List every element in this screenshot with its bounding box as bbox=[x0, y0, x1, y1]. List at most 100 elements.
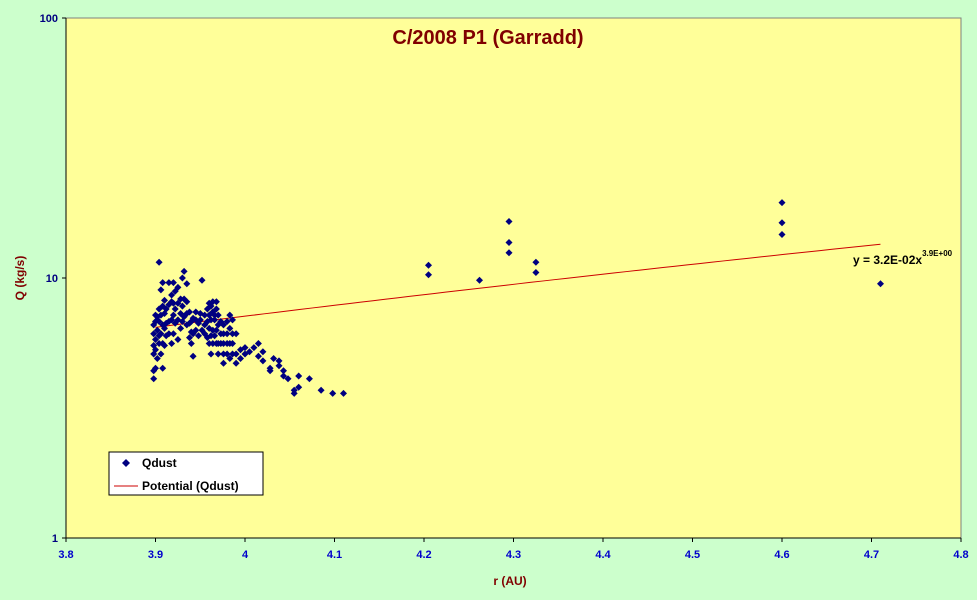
data-point bbox=[241, 344, 249, 352]
data-point bbox=[232, 330, 240, 338]
x-tick-label: 4.4 bbox=[595, 549, 611, 561]
x-tick-label: 4 bbox=[242, 549, 249, 561]
data-point bbox=[532, 269, 540, 276]
legend-marker-qdust bbox=[122, 459, 130, 467]
data-point bbox=[211, 311, 219, 319]
data-point bbox=[186, 308, 193, 316]
x-tick-label: 4.1 bbox=[327, 549, 342, 561]
trendline-equation: y = 3.2E-02x3.9E+00 bbox=[853, 249, 953, 267]
data-point bbox=[192, 326, 200, 334]
data-point bbox=[161, 296, 168, 304]
data-point bbox=[152, 364, 159, 372]
data-point bbox=[211, 332, 219, 340]
data-point bbox=[229, 316, 236, 324]
data-point bbox=[207, 350, 215, 358]
data-point bbox=[250, 344, 258, 352]
data-point bbox=[505, 239, 513, 246]
data-point bbox=[209, 340, 217, 347]
data-point bbox=[169, 311, 177, 319]
data-point bbox=[425, 271, 432, 279]
x-axis-ticks: 3.8 3.9 4 4.1 4.2 4.3 4.4 4.5 4.6 4.7 4.8 bbox=[58, 538, 969, 561]
data-point bbox=[189, 352, 197, 360]
data-point bbox=[220, 340, 227, 347]
x-tick-label: 4.8 bbox=[953, 549, 968, 561]
data-point bbox=[212, 305, 220, 313]
x-tick-label: 3.8 bbox=[58, 549, 73, 561]
data-point bbox=[290, 386, 298, 394]
data-point bbox=[259, 357, 267, 365]
data-point bbox=[246, 348, 253, 356]
legend-label-potential: Potential (Qdust) bbox=[142, 479, 239, 493]
data-point bbox=[177, 324, 185, 332]
data-point bbox=[223, 318, 231, 325]
y-axis-ticks: 1 10 100 bbox=[40, 13, 66, 545]
x-tick-label: 4.7 bbox=[864, 549, 879, 561]
data-point bbox=[275, 357, 283, 365]
data-point bbox=[152, 336, 159, 343]
data-point bbox=[207, 332, 215, 340]
data-point bbox=[229, 330, 236, 338]
y-tick-label: 10 bbox=[46, 273, 58, 285]
data-point bbox=[157, 330, 165, 338]
data-point bbox=[425, 261, 432, 269]
trendline-layer bbox=[155, 243, 881, 328]
data-point bbox=[159, 364, 167, 372]
data-point bbox=[153, 326, 161, 334]
data-point bbox=[209, 326, 217, 334]
data-point bbox=[232, 359, 240, 367]
data-point bbox=[259, 348, 267, 356]
data-point bbox=[212, 298, 220, 306]
data-point bbox=[305, 375, 313, 383]
data-point bbox=[180, 267, 188, 275]
data-point bbox=[214, 350, 222, 358]
y-tick-label: 100 bbox=[40, 13, 58, 25]
data-point bbox=[186, 334, 193, 342]
legend: Qdust Potential (Qdust) bbox=[108, 451, 264, 496]
data-point bbox=[226, 324, 234, 332]
data-point bbox=[254, 340, 262, 347]
data-point bbox=[157, 350, 165, 358]
equation-exponent: 3.9E+00 bbox=[922, 249, 953, 258]
data-point bbox=[476, 276, 483, 284]
data-point bbox=[778, 199, 786, 207]
data-point bbox=[150, 375, 158, 383]
data-point bbox=[162, 305, 170, 313]
data-point bbox=[226, 311, 234, 319]
data-point bbox=[229, 340, 236, 347]
data-point bbox=[165, 279, 173, 287]
data-point bbox=[284, 375, 292, 383]
data-point bbox=[220, 330, 227, 338]
data-point bbox=[159, 279, 167, 287]
data-point bbox=[237, 355, 244, 362]
data-point bbox=[150, 330, 158, 338]
data-point bbox=[169, 279, 177, 287]
data-point bbox=[155, 340, 163, 347]
data-point bbox=[232, 350, 240, 358]
data-point bbox=[226, 355, 234, 362]
plot-area bbox=[65, 17, 962, 539]
x-tick-label: 3.9 bbox=[148, 549, 163, 561]
data-point bbox=[280, 372, 287, 380]
data-point bbox=[329, 389, 337, 397]
legend-label-qdust: Qdust bbox=[142, 456, 177, 470]
data-point bbox=[183, 280, 191, 288]
x-tick-label: 4.6 bbox=[774, 549, 789, 561]
data-point bbox=[178, 274, 186, 282]
data-point bbox=[254, 352, 262, 360]
data-point bbox=[187, 340, 195, 347]
data-point bbox=[195, 332, 202, 340]
data-point bbox=[220, 359, 227, 367]
data-point bbox=[196, 316, 204, 324]
data-point bbox=[340, 389, 347, 397]
data-point bbox=[295, 372, 303, 380]
data-point bbox=[165, 330, 173, 338]
data-point bbox=[209, 298, 217, 306]
data-points-layer bbox=[150, 199, 884, 397]
data-point bbox=[280, 367, 287, 375]
data-point bbox=[174, 283, 182, 291]
data-point bbox=[168, 291, 176, 299]
x-tick-label: 4.2 bbox=[416, 549, 431, 561]
data-point bbox=[183, 298, 191, 306]
